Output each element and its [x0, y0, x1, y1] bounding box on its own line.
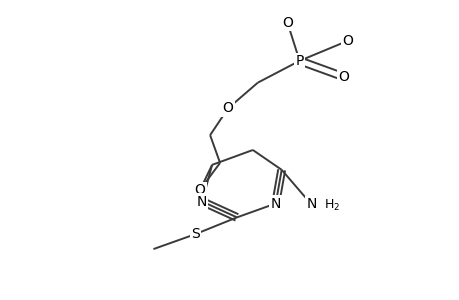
Text: S: S [190, 227, 199, 241]
Text: N: N [306, 197, 316, 212]
Text: O: O [282, 16, 292, 30]
Text: O: O [341, 34, 352, 48]
Text: N: N [196, 194, 207, 208]
Text: O: O [337, 70, 348, 84]
Text: N: N [270, 196, 280, 211]
Text: O: O [194, 183, 205, 196]
Text: O: O [222, 101, 233, 116]
Text: H$_2$: H$_2$ [324, 198, 340, 213]
Text: P: P [295, 54, 303, 68]
